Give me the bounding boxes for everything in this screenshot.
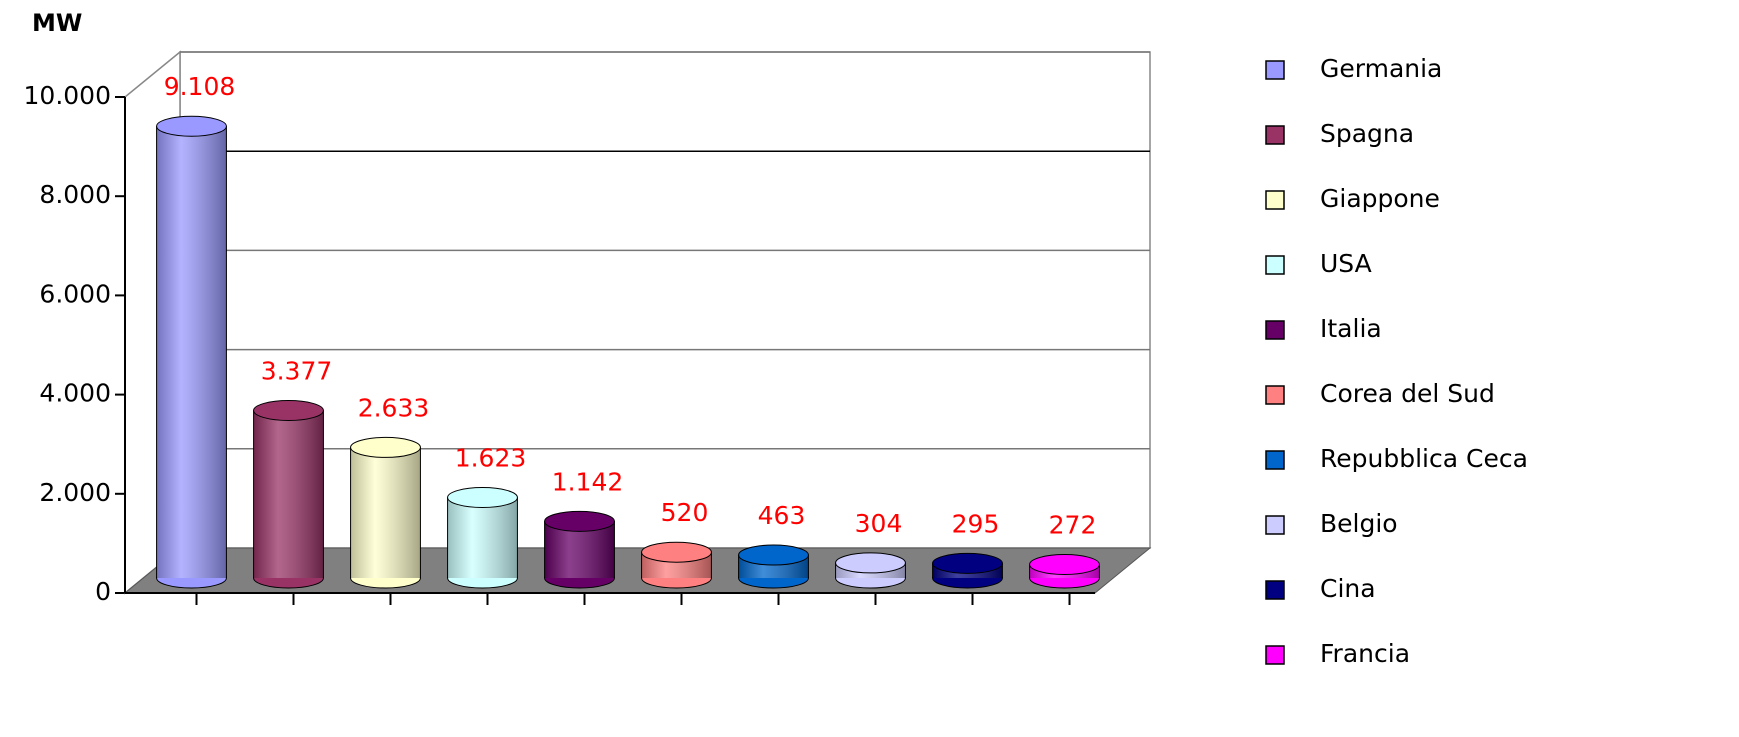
- legend-swatch: [1265, 645, 1285, 665]
- value-label: 1.142: [552, 467, 624, 496]
- legend-swatch: [1265, 385, 1285, 405]
- legend-swatch: [1265, 125, 1285, 145]
- bar-top: [835, 552, 906, 574]
- bar-top: [641, 541, 712, 563]
- legend-label: Italia: [1320, 314, 1382, 343]
- bar-top: [156, 115, 227, 137]
- legend-label: Belgio: [1320, 509, 1398, 538]
- legend-swatch: [1265, 60, 1285, 80]
- y-tick-label: 6.000: [39, 279, 111, 308]
- value-label: 520: [661, 498, 709, 527]
- bar-shade: [156, 126, 227, 579]
- legend-label: Giappone: [1320, 184, 1440, 213]
- value-label: 304: [855, 509, 903, 538]
- bar-top: [350, 436, 421, 458]
- y-tick-label: 0: [95, 577, 111, 606]
- legend-label: Francia: [1320, 639, 1410, 668]
- y-tick-label: 8.000: [39, 180, 111, 209]
- bar-top: [544, 510, 615, 532]
- value-label: 1.623: [455, 443, 527, 472]
- y-tick-label: 2.000: [39, 478, 111, 507]
- legend-swatch: [1265, 255, 1285, 275]
- bar-top: [1029, 554, 1100, 576]
- back-wall: [179, 51, 1151, 549]
- legend-label: Cina: [1320, 574, 1376, 603]
- bar-shade: [350, 447, 421, 578]
- bar-top: [447, 486, 518, 508]
- y-tick-label: 4.000: [39, 379, 111, 408]
- value-label: 9.108: [164, 72, 236, 101]
- bar-shade: [447, 497, 518, 578]
- value-label: 272: [1049, 511, 1097, 540]
- bar-shade: [253, 410, 324, 578]
- bar-top: [738, 544, 809, 566]
- legend-swatch: [1265, 515, 1285, 535]
- bar-top: [932, 552, 1003, 574]
- bar-top: [253, 400, 324, 422]
- value-label: 463: [758, 501, 806, 530]
- legend-label: Corea del Sud: [1320, 379, 1495, 408]
- legend-swatch: [1265, 450, 1285, 470]
- y-axis-title: MW: [32, 9, 82, 37]
- legend-swatch: [1265, 190, 1285, 210]
- legend-label: USA: [1320, 249, 1372, 278]
- legend-swatch: [1265, 580, 1285, 600]
- value-label: 2.633: [358, 393, 430, 422]
- value-label: 3.377: [261, 357, 333, 386]
- legend-label: Germania: [1320, 54, 1442, 83]
- value-label: 295: [952, 509, 1000, 538]
- y-tick-label: 10.000: [24, 81, 111, 110]
- legend-label: Repubblica Ceca: [1320, 444, 1528, 473]
- legend-label: Spagna: [1320, 119, 1414, 148]
- legend-swatch: [1265, 320, 1285, 340]
